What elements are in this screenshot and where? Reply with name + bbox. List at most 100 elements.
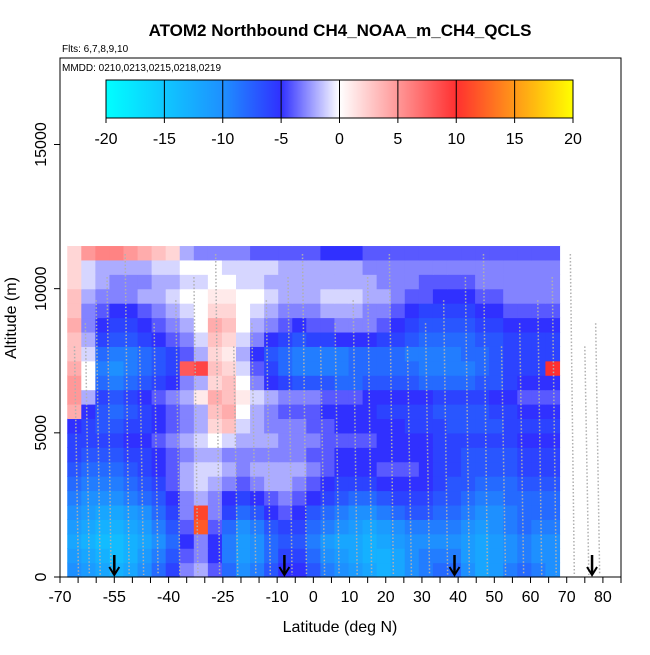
heatmap-cell [67,490,82,506]
heatmap-cell [348,490,364,506]
heatmap-cell [376,346,392,362]
heatmap-cell [461,533,476,549]
heatmap-cell [376,331,392,347]
heatmap-cell [179,562,195,578]
heatmap-cell [432,418,448,434]
heatmap-cell [404,461,420,477]
heatmap-cell [334,476,350,492]
heatmap-cell [306,346,321,362]
heatmap-cell [489,548,504,564]
heatmap-cell [95,360,111,376]
heatmap-cell [236,274,251,290]
heatmap-cell [292,303,307,319]
heatmap-cell [362,231,378,247]
heatmap-cell [503,418,518,434]
heatmap-cell [320,519,336,535]
heatmap-cell [123,245,139,261]
heatmap-cell [221,360,237,376]
heatmap-cell [109,245,125,261]
heatmap-cell [376,259,392,275]
heatmap-cell [151,504,167,520]
flight-profiles [73,254,601,576]
heatmap-cell [475,245,490,261]
heatmap-cell [123,288,139,304]
heatmap-cell [236,476,251,492]
heatmap-cell [137,432,153,448]
heatmap-cell [432,274,448,290]
heatmap-cell [390,231,406,247]
heatmap-cell [67,245,82,261]
heatmap-cell [404,548,420,564]
y-tick-label: 5000 [33,415,50,451]
heatmap-cell [292,533,307,549]
heatmap-cell [531,389,546,405]
heatmap-cell [95,476,111,492]
heatmap-cell [278,331,293,347]
heatmap-cell [376,360,392,376]
x-tick-label: 20 [377,589,395,606]
x-axis: -70 -55 -40 -25 -10 0 10 20 30 40 50 60 70 80 [48,577,622,606]
heatmap-cell [306,533,321,549]
heatmap-cell [151,274,167,290]
heatmap-cell [432,447,448,463]
heatmap-cell [221,231,237,247]
heatmap-cell [461,303,476,319]
heatmap-cell [461,346,476,362]
heatmap-cell [376,404,392,420]
heatmap-cell [545,404,561,420]
heatmap-cell [390,548,406,564]
heatmap-cell [81,245,96,261]
profile-line [265,300,272,576]
heatmap-cell [545,533,561,549]
heatmap-cell [278,404,293,420]
heatmap-cell [264,389,279,405]
heatmap-cell [123,303,139,319]
heatmap-cell [221,389,237,405]
heatmap-cell [418,447,434,463]
heatmap-cell [475,259,490,275]
heatmap-cell [264,245,279,261]
heatmap-cell [461,447,476,463]
heatmap-cell [193,562,209,578]
heatmap-cell [306,288,321,304]
heatmap-cell [461,331,476,347]
heatmap-cell [446,375,462,391]
heatmap-cell [165,533,181,549]
heatmap-cell [461,245,476,261]
heatmap-cell [446,303,462,319]
heatmap-cell [390,303,406,319]
heatmap-cell [207,375,223,391]
heatmap-cell [221,346,237,362]
heatmap-cell [545,303,561,319]
heatmap-cell [545,245,561,261]
heatmap-cell [179,331,195,347]
heatmap-cell [545,562,561,578]
heatmap-cell [489,317,504,333]
heatmap-cell [151,490,167,506]
heatmap-cell [517,331,532,347]
profile-line [366,277,373,576]
heatmap-cell [95,418,111,434]
heatmap-cell [67,303,82,319]
heatmap-cell [278,504,293,520]
x-tick-label: -40 [157,589,180,606]
heatmap-cell [418,418,434,434]
heatmap-cell [334,504,350,520]
heatmap-cell [165,476,181,492]
heatmap-cell [517,259,532,275]
heatmap-cell [503,533,518,549]
heatmap-cell [123,418,139,434]
heatmap-cell [250,360,265,376]
heatmap-cell [461,432,476,448]
heatmap-cell [334,447,350,463]
heatmap-cell [137,548,153,564]
heatmap-cell [475,562,490,578]
heatmap-cell [545,231,561,247]
heatmap-cell [348,533,364,549]
heatmap-cell [432,331,448,347]
colorbar-tick-label: -15 [153,131,176,148]
y-tick-label: 0 [33,572,50,581]
heatmap-cell [432,461,448,477]
heatmap-cell [348,274,364,290]
heatmap-cell [461,375,476,391]
